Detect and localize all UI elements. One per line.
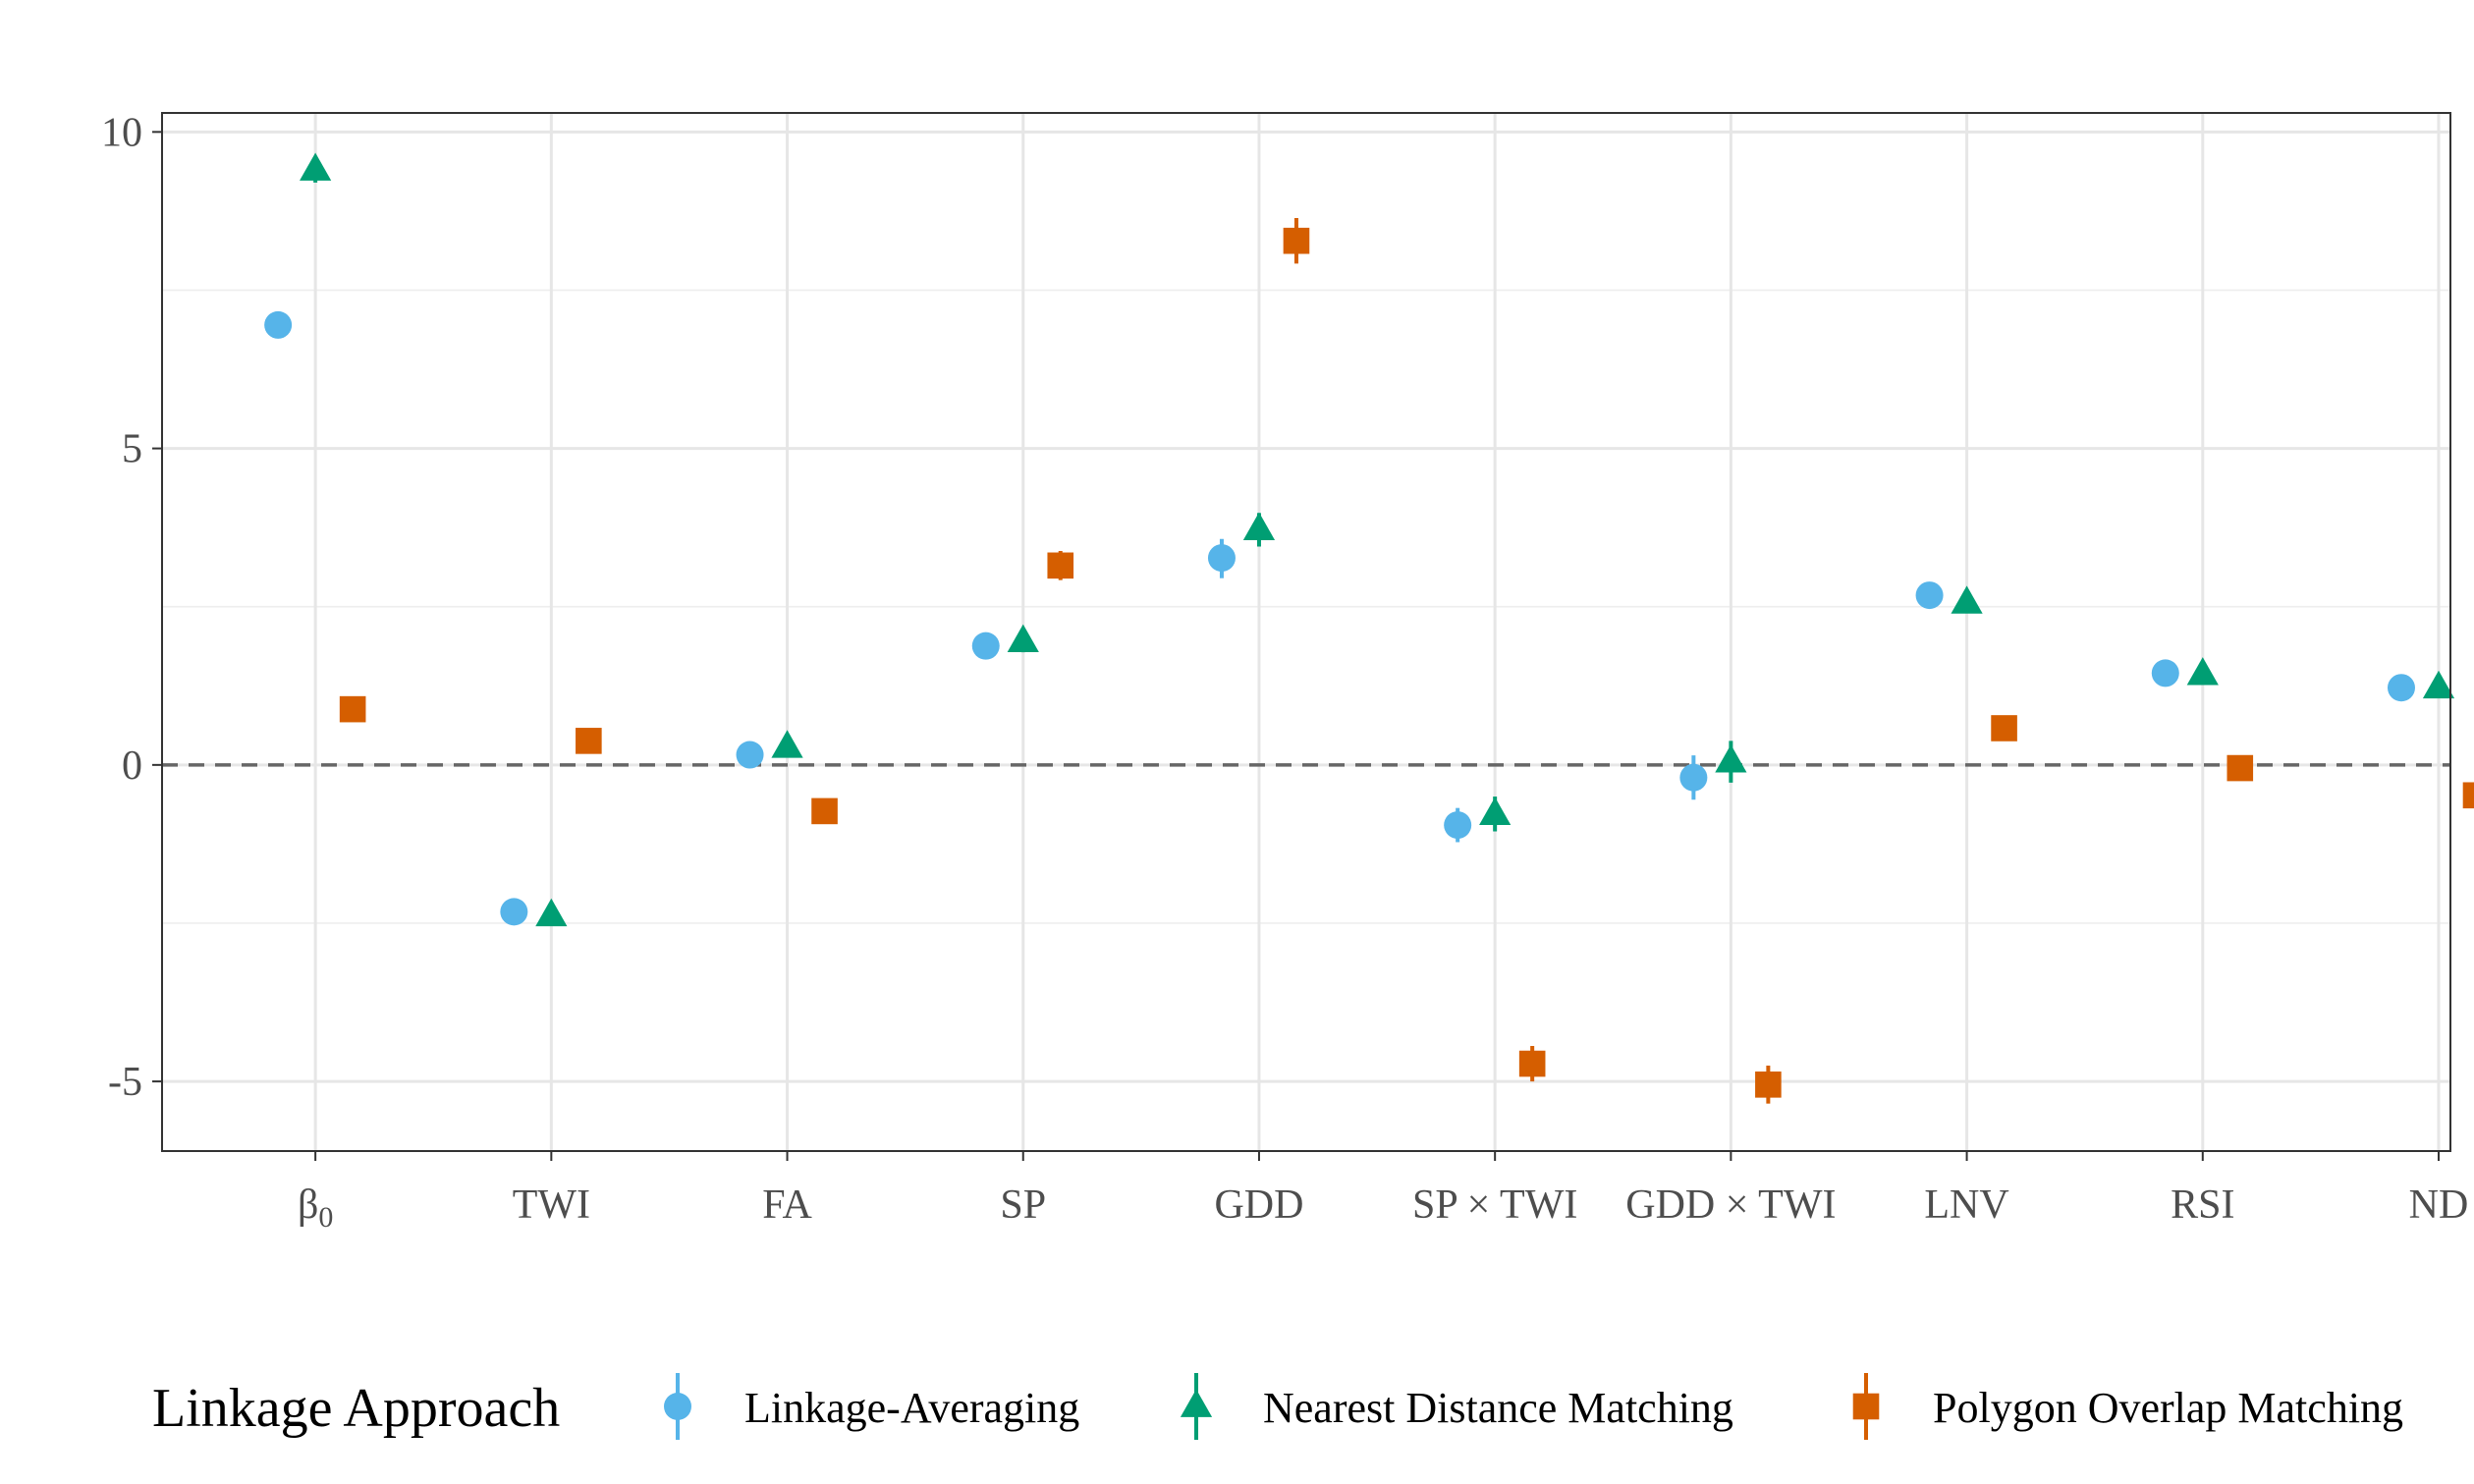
data-point	[500, 898, 528, 926]
legend-item: Linkage-Averaging	[664, 1373, 1079, 1440]
data-point	[1518, 1050, 1546, 1077]
data-point	[1479, 797, 1512, 825]
x-tick-label: GDD × TWI	[1625, 1182, 1836, 1228]
data-point	[1047, 552, 1074, 579]
data-point	[535, 898, 568, 927]
panel-border	[161, 112, 2451, 1152]
data-point	[1444, 811, 1472, 840]
data-point	[971, 632, 1000, 660]
y-tick-label: -5	[108, 1060, 142, 1105]
data-point	[1242, 512, 1276, 540]
y-tick-label: 0	[122, 743, 142, 789]
y-axis: 10 5 0 -5	[101, 110, 162, 1105]
data-point	[1679, 763, 1708, 792]
y-tick-label: 10	[101, 110, 142, 155]
legend-item: Polygon Overlap Matching	[1852, 1373, 2403, 1440]
data-point	[1715, 744, 1747, 773]
data-point	[2151, 659, 2179, 687]
data-point	[1755, 1072, 1782, 1098]
data-point	[1283, 227, 1310, 254]
x-tick-label: RSI	[2171, 1182, 2234, 1228]
data-point	[2186, 657, 2219, 686]
series-polygon-overlap-matching	[339, 217, 2474, 1104]
legend-key-marker	[664, 1393, 691, 1420]
y-tick-label: 5	[122, 427, 142, 472]
x-tick-label: FA	[762, 1182, 812, 1228]
x-axis: β0 TWI FA SP GDD SP × TWI GDD × TWI LNV RSI ND	[298, 1151, 2468, 1234]
legend-label: Nearest Distance Matching	[1263, 1384, 1733, 1432]
data-point	[1007, 624, 1039, 653]
data-point	[339, 695, 366, 723]
data-point	[576, 728, 602, 754]
data-point	[1207, 544, 1236, 573]
series-linkage-averaging	[264, 310, 2415, 926]
legend-title: Linkage Approach	[152, 1378, 560, 1439]
data-point	[736, 741, 764, 769]
series-nearest-distance-matching	[300, 152, 2455, 927]
data-point	[1915, 581, 1944, 610]
x-tick-label: GDD	[1214, 1182, 1303, 1228]
x-tick-label: TWI	[513, 1182, 590, 1228]
data-point	[1951, 585, 1983, 614]
x-tick-label: ND	[2409, 1182, 2469, 1228]
data-point	[1991, 715, 2017, 742]
x-tick-label: β0	[298, 1182, 333, 1234]
data-point	[2422, 670, 2455, 699]
data-point	[300, 152, 332, 181]
legend-key-marker	[1852, 1393, 1880, 1420]
data-point	[2387, 674, 2415, 702]
data-point	[264, 310, 293, 339]
legend-label: Polygon Overlap Matching	[1933, 1384, 2403, 1432]
x-tick-label: SP	[1000, 1182, 1046, 1228]
data-point	[811, 797, 838, 825]
data-marks	[264, 152, 2474, 1104]
legend-label: Linkage-Averaging	[744, 1384, 1079, 1432]
legend-item: Nearest Distance Matching	[1180, 1373, 1733, 1440]
data-point	[2227, 754, 2254, 782]
data-point	[771, 730, 803, 758]
data-point	[2462, 782, 2474, 809]
x-tick-label: LNV	[1924, 1182, 2008, 1228]
x-tick-label: SP × TWI	[1412, 1182, 1577, 1228]
legend-key-marker	[1180, 1389, 1213, 1417]
legend: Linkage Approach Linkage-Averaging Nearest…	[152, 1373, 2403, 1440]
